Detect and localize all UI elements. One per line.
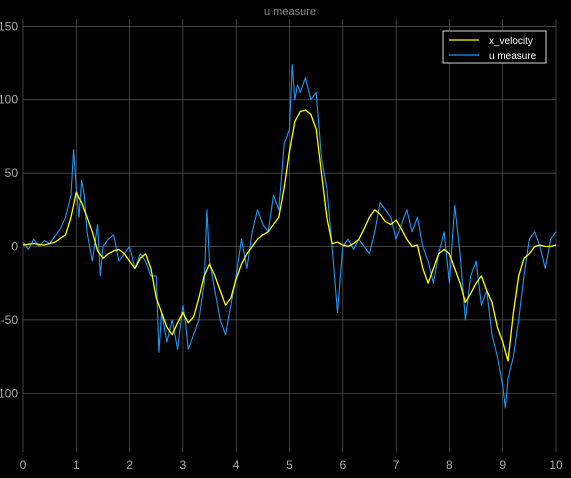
y-tick-label-4: -50 <box>1 313 19 327</box>
y-tick-label-5: -100 <box>0 386 18 400</box>
x-tick-label-0: 0 <box>20 458 27 472</box>
x-tick-label-5: 5 <box>286 458 293 472</box>
legend[interactable]: x_velocity u measure <box>443 31 546 63</box>
y-tick-label-0: 150 <box>0 19 18 33</box>
legend-label-x-velocity: x_velocity <box>489 36 533 47</box>
x-tick-label-8: 8 <box>446 458 453 472</box>
x-tick-label-3: 3 <box>180 458 187 472</box>
y-tick-label-2: 50 <box>5 166 19 180</box>
x-tick-label-7: 7 <box>393 458 400 472</box>
x-tick-label-4: 4 <box>233 458 240 472</box>
x-tick-label-9: 9 <box>499 458 506 472</box>
x-tick-label-6: 6 <box>339 458 346 472</box>
y-tick-label-1: 100 <box>0 93 18 107</box>
x-tick-label-10: 10 <box>549 458 563 472</box>
x-tick-label-1: 1 <box>73 458 80 472</box>
chart-title: u measure <box>264 6 316 18</box>
legend-label-u-measure: u measure <box>489 51 537 62</box>
x-tick-label-2: 2 <box>126 458 133 472</box>
y-tick-label-3: 0 <box>11 240 18 254</box>
